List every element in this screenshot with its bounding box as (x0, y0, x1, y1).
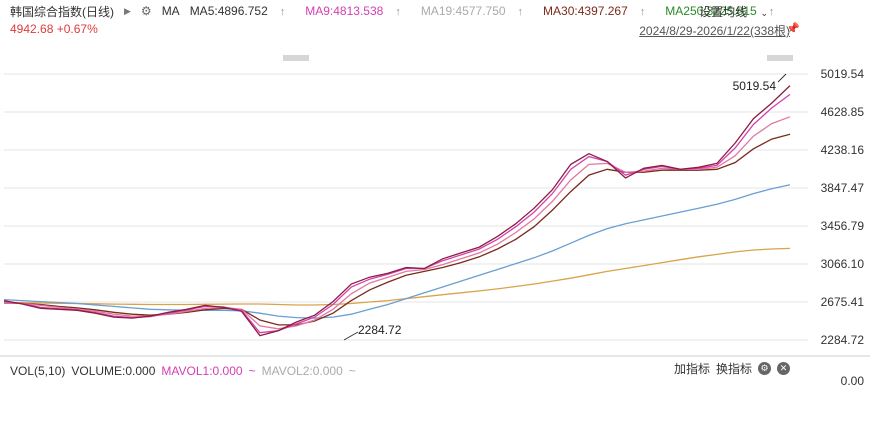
low-marker-line (343, 331, 359, 341)
series-line-ma5 (3, 85, 791, 337)
ma-lines (3, 85, 791, 337)
y-tick-label: 3847.47 (821, 181, 865, 195)
change-percent: +0.67% (56, 22, 98, 36)
indicator-header: 韩国综合指数(日线) ▶ ⚙ MA MA5:4896.752 ↑ MA9:4813… (0, 2, 870, 20)
series-line-ma60 (3, 184, 791, 319)
ma-settings-link[interactable]: 设置均线 ⌄ (699, 4, 768, 19)
close-icon[interactable]: ✕ (777, 362, 790, 375)
vol-label[interactable]: VOL(5,10) (10, 364, 66, 378)
ma19-value: MA19:4577.750 ↑ (420, 4, 524, 18)
ma30-up-arrow-icon: ↑ (639, 6, 646, 18)
series-line-ma250 (3, 247, 791, 306)
chevron-down-icon: ⌄ (760, 7, 768, 18)
ma5-up-arrow-icon: ↑ (279, 6, 286, 18)
price-info: 4942.68 +0.67% (10, 22, 98, 36)
mavol1-value: MAVOL1:0.000 (161, 364, 243, 378)
price-row: 4942.68 +0.67% 2024/8/29-2026/1/22(338根)… (0, 22, 870, 38)
y-tick-label: 3456.79 (821, 219, 865, 233)
volume-header: VOL(5,10) VOLUME:0.000 MAVOL1:0.000 ~ MA… (0, 362, 870, 380)
ma19-up-arrow-icon: ↑ (517, 6, 524, 18)
chart-title[interactable]: 韩国综合指数(日线) (10, 4, 114, 19)
switch-indicator-button[interactable]: 换指标 (715, 362, 752, 376)
mavol2-value: MAVOL2:0.000 (261, 364, 343, 378)
mavol1-dash-icon: ~ (248, 364, 256, 378)
series-line-ma30 (3, 133, 791, 326)
date-range[interactable]: 2024/8/29-2026/1/22(338根) (639, 24, 790, 38)
high-annotation-label: 5019.54 (733, 79, 777, 93)
ma30-value: MA30:4397.267 ↑ (543, 4, 646, 18)
ma250-up-arrow-icon: ↑ (768, 6, 775, 18)
y-tick-label: 2675.41 (821, 295, 865, 309)
low-annotation-label: 2284.72 (358, 323, 402, 337)
volume-axis-value: 0.00 (840, 374, 864, 388)
high-marker-line (777, 73, 787, 83)
ma9-up-arrow-icon: ↑ (395, 6, 401, 18)
ma9-value: MA9:4813.538 ↑ (305, 4, 401, 18)
last-price: 4942.68 (10, 22, 54, 36)
indicator-controls: 加指标 换指标 ⚙ ✕ (674, 360, 790, 377)
y-tick-label: 4628.85 (821, 105, 865, 119)
ma5-value: MA5:4896.752 ↑ (189, 4, 286, 18)
scroll-handle-right (767, 55, 793, 61)
mavol2-dash-icon: ~ (348, 364, 356, 378)
y-tick-label: 5019.54 (821, 67, 865, 81)
gear-icon[interactable]: ⚙ (140, 4, 152, 18)
ma-label: MA (161, 4, 180, 18)
scroll-handle-left (283, 55, 309, 61)
grid-lines (4, 73, 808, 341)
extreme-annotations: 5019.54 2284.72 (343, 73, 787, 341)
pin-icon[interactable]: 📌 (786, 23, 800, 35)
gear-icon[interactable]: ⚙ (758, 362, 771, 375)
ma250-value: MA250:3225.815 ↑ (665, 4, 775, 18)
expand-arrow-icon[interactable]: ▶ (124, 5, 131, 16)
y-tick-label: 2284.72 (821, 333, 865, 347)
add-indicator-button[interactable]: 加指标 (673, 362, 710, 376)
volume-value: VOLUME:0.000 (71, 364, 156, 378)
y-tick-label: 4238.16 (821, 143, 865, 157)
series-line-ma19 (3, 116, 791, 330)
y-axis-labels: 5019.54 4628.85 4238.16 3847.47 3456.79 3066.… (821, 67, 865, 347)
y-tick-label: 3066.10 (821, 257, 865, 271)
